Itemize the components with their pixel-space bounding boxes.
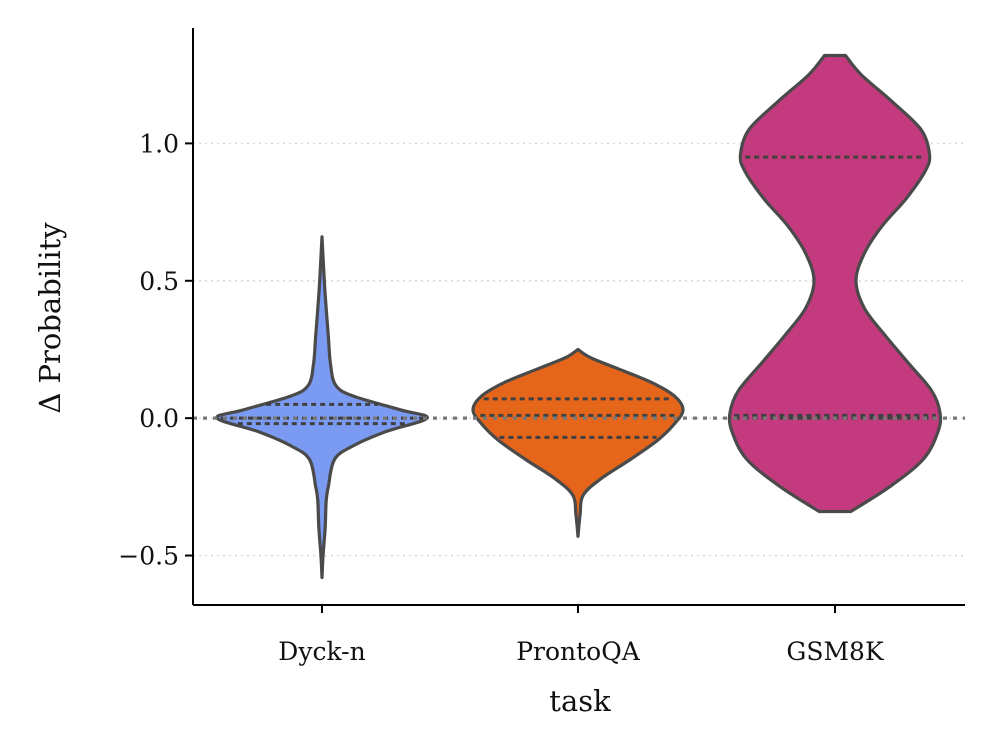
y-tick-label: 1.0	[139, 129, 179, 158]
violin-prontoqa	[471, 347, 685, 538]
y-axis-label: Δ Probability	[33, 222, 67, 414]
violin-layer	[215, 53, 943, 580]
y-tick-label: 0.0	[139, 404, 179, 433]
y-tick-label: 0.5	[139, 267, 179, 296]
violin-dyck-n	[215, 235, 429, 580]
violin-gsm8k	[727, 53, 943, 514]
x-tick-label: Dyck-n	[278, 637, 365, 666]
x-tick-label: GSM8K	[786, 637, 885, 666]
x-tick-label: ProntoQA	[516, 637, 641, 666]
x-axis-label: task	[549, 684, 611, 718]
y-tick-label: −0.5	[118, 542, 179, 571]
axes-layer: −0.5 0.0 0.5 1.0 Dyck-n ProntoQA GSM8K	[118, 28, 965, 666]
